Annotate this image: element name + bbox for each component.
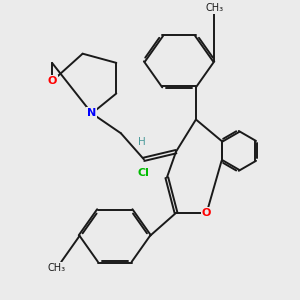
Text: H: H	[139, 137, 146, 148]
Text: Cl: Cl	[138, 168, 150, 178]
Text: CH₃: CH₃	[48, 263, 66, 273]
Text: O: O	[202, 208, 211, 218]
Text: O: O	[47, 76, 57, 86]
Text: N: N	[87, 108, 97, 118]
Text: CH₃: CH₃	[205, 3, 224, 13]
